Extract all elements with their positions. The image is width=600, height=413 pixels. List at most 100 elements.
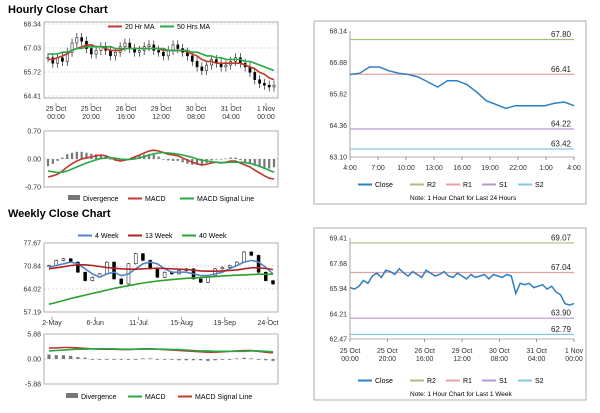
hourly-levels-xtick-label: 10:00: [397, 165, 415, 172]
hourly-price-candle-body: [70, 42, 74, 53]
hourly-levels-ytick-label: 66.88: [329, 60, 347, 67]
hourly-price-candle-body: [157, 50, 160, 53]
weekly-price-candle-body: [198, 278, 203, 283]
weekly-divergence-bar: [242, 357, 246, 359]
hourly-levels-xtick-label: 1:00: [539, 165, 553, 172]
weekly-legend-signal-label: MACD Signal Line: [195, 394, 252, 401]
hourly-divergence-bar: [195, 159, 199, 165]
weekly-price-candle-body: [141, 253, 145, 261]
weekly-price-xtick-label: 15-Aug: [170, 320, 193, 327]
hourly-divergence-bar: [75, 151, 78, 159]
weekly-divergence-bar: [47, 354, 51, 359]
hourly-price-xtick-label: 00:00: [257, 114, 275, 121]
hourly-levels-level-r2-label: 67.80: [551, 30, 572, 39]
hourly-price-candle-body: [171, 44, 175, 51]
weekly-price-candle-body: [76, 261, 80, 273]
weekly-levels-legend-s1-label: S1: [499, 378, 508, 385]
weekly-price-ytick-label: 64.02: [23, 287, 41, 294]
weekly-divergence-bar: [213, 359, 217, 361]
hourly-divergence-bar: [263, 159, 266, 169]
hourly-price-candle-body: [147, 44, 151, 47]
hourly-price-ytick-label: 64.41: [23, 94, 41, 101]
weekly-levels-xtick-label: 25 Oct: [377, 348, 398, 355]
hourly-divergence-bar: [210, 159, 213, 161]
hourly-levels-ytick-label: 65.62: [329, 92, 347, 99]
weekly-price-candle-body: [112, 261, 116, 280]
hourly-section-title: Hourly Close Chart: [8, 4, 108, 16]
hourly-legend-divergence-swatch: [68, 195, 80, 200]
hourly-legend-signal-label: MACD Signal Line: [197, 196, 254, 203]
hourly-levels-xtick-label: 7:00: [371, 165, 385, 172]
weekly-levels-legend-r2-label: R2: [427, 378, 436, 385]
hourly-macd-line: [47, 149, 275, 180]
hourly-price-ytick-label: 68.34: [23, 22, 41, 29]
hourly-levels-xtick-label: 13:00: [425, 165, 443, 172]
weekly-divergence-bar: [191, 359, 196, 361]
weekly-price-candle-body: [90, 277, 95, 281]
weekly-divergence-bar: [264, 359, 268, 361]
hourly-levels-ytick-label: 63.10: [329, 155, 347, 162]
weekly-13-week-line: [48, 263, 274, 273]
hourly-price-candle-body: [195, 61, 199, 68]
weekly-divergence-bar: [220, 359, 225, 360]
hourly-price-xtick-label: 20:00: [82, 114, 100, 121]
hourly-price-candle-body: [109, 50, 112, 57]
weekly-divergence-bar: [256, 359, 261, 360]
weekly-levels-xtick-label: 00:00: [341, 356, 359, 363]
weekly-levels-note: Note: 1 Hour Chart for Last 1 Week: [410, 391, 513, 398]
hourly-levels-note: Note: 1 Hour Chart for Last 24 Hours: [410, 195, 517, 202]
weekly-divergence-bar: [141, 358, 145, 360]
weekly-legend-40-week-label: 40 Week: [199, 233, 227, 240]
hourly-levels-level-s1-label: 64.22: [551, 120, 572, 129]
hourly-divergence-bar: [66, 154, 69, 159]
weekly-divergence-bar: [105, 359, 109, 360]
weekly-price-xtick-label: 19-Sep: [214, 320, 237, 327]
hourly-price-xtick-label: 16:00: [117, 114, 135, 121]
hourly-levels-level-r1-label: 66.41: [551, 65, 572, 74]
weekly-divergence-bar: [206, 359, 210, 361]
weekly-price-xtick-label: 24-Oct: [257, 320, 278, 327]
weekly-divergence-bar: [235, 358, 239, 360]
weekly-levels-xtick-label: 12:00: [453, 356, 471, 363]
hourly-price-candle-body: [258, 79, 261, 84]
weekly-levels-xtick-label: 1 Nov: [565, 348, 584, 355]
weekly-divergence-bar: [54, 355, 58, 359]
hourly-price-xtick-label: 31 Oct: [221, 106, 242, 113]
hourly-divergence-bar: [268, 159, 271, 169]
hourly-legend-50hr-ma-label: 50 Hrs MA: [177, 24, 210, 31]
weekly-price-xtick-label: 6-Jun: [86, 320, 104, 327]
hourly-price-candle-body: [166, 50, 170, 57]
hourly-levels-close-line: [349, 66, 575, 110]
hourly-price-xtick-label: 1 Nov: [257, 106, 276, 113]
weekly-legend-macd-label: MACD: [145, 394, 166, 401]
weekly-price-plot: [43, 242, 279, 313]
hourly-price-candle-body: [190, 55, 194, 62]
hourly-price-ytick-label: 67.03: [23, 46, 41, 53]
weekly-divergence-bar: [83, 357, 87, 359]
weekly-levels-ytick-label: 65.94: [329, 286, 347, 293]
hourly-divergence-bar: [80, 151, 83, 159]
hourly-legend-divergence-label: Divergence: [83, 196, 119, 203]
weekly-levels-xtick-label: 08:00: [491, 356, 509, 363]
weekly-levels-level-r2-label: 69.07: [551, 233, 572, 242]
hourly-divergence-bar: [109, 159, 112, 160]
hourly-divergence-bar: [99, 154, 102, 159]
weekly-levels-xtick-label: 04:00: [528, 356, 546, 363]
weekly-levels-level-s1-label: 63.90: [551, 309, 572, 318]
weekly-divergence-bar: [148, 358, 152, 360]
hourly-divergence-bar: [229, 157, 232, 159]
weekly-levels-xtick-label: 16:00: [416, 356, 434, 363]
hourly-price-candle-body: [272, 84, 276, 88]
weekly-divergence-bar: [177, 359, 181, 361]
hourly-price-candle-body: [51, 57, 55, 64]
weekly-40-week-line: [48, 273, 273, 305]
weekly-divergence-bar: [249, 358, 253, 360]
hourly-price-candle-body: [162, 51, 165, 57]
weekly-divergence-bar: [155, 359, 159, 360]
weekly-levels-xtick-label: 29 Oct: [452, 348, 473, 355]
weekly-legend-4-week-label: 4 Week: [95, 233, 119, 240]
weekly-price-candle-body: [264, 271, 268, 281]
weekly-levels-xtick-label: 00:00: [565, 356, 583, 363]
hourly-20hr-ma-line: [48, 44, 275, 81]
